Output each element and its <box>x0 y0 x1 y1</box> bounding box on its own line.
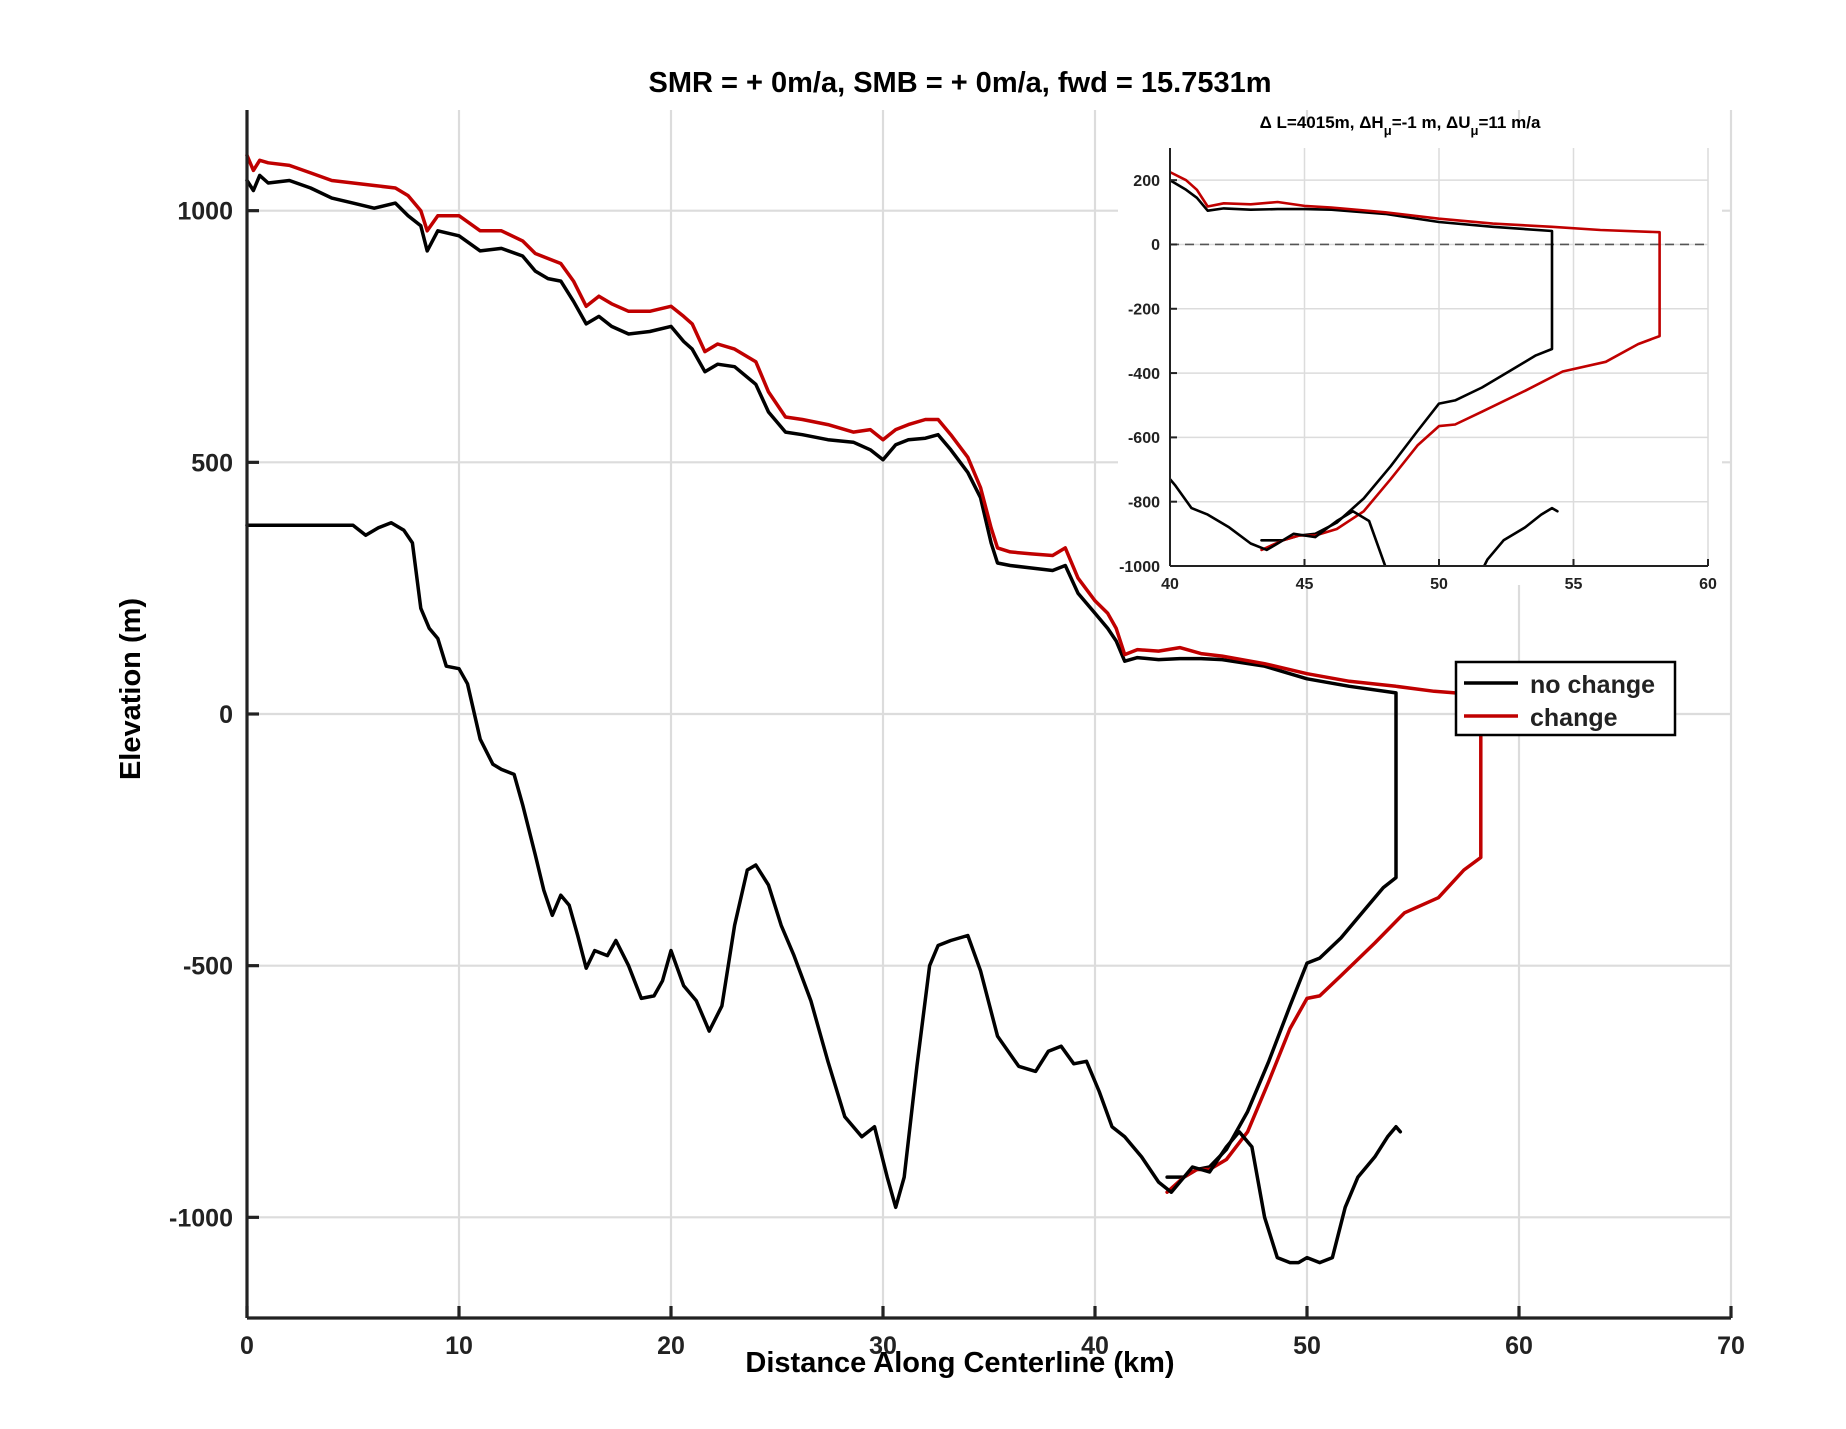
inset-title-subscript-2: μ <box>1471 123 1479 138</box>
inset-y-tick-label: 200 <box>1133 173 1160 190</box>
main-series-line-no-change <box>245 173 1398 1179</box>
inset-y-tick-label: -600 <box>1128 430 1160 447</box>
main-y-ticks: -1000 -500 0 500 1000 <box>169 198 259 1232</box>
inset-y-tick-label: 0 <box>1151 237 1160 254</box>
inset-y-tick-label: -800 <box>1128 494 1160 511</box>
inset-y-tick-label: -1000 <box>1119 559 1160 576</box>
inset-y-tick-label: -400 <box>1128 366 1160 383</box>
inset-title-part-b: =-1 m, ΔU <box>1392 113 1471 132</box>
main-x-ticks: 0 10 20 30 40 50 60 70 <box>240 1306 1745 1360</box>
x-axis-label: Distance Along Centerline (km) <box>745 1347 1174 1379</box>
main-x-tick-label: 60 <box>1505 1332 1533 1360</box>
main-y-tick-label: 0 <box>219 701 233 729</box>
chart-title: SMR = + 0m/a, SMB = + 0m/a, fwd = 15.753… <box>649 67 1272 99</box>
main-x-tick-label: 40 <box>1081 1332 1109 1360</box>
inset-x-tick-label: 50 <box>1430 576 1448 593</box>
main-x-tick-label: 30 <box>869 1332 897 1360</box>
main-series <box>245 153 1483 1265</box>
inset-x-ticks: 40 45 50 55 60 <box>1161 559 1717 593</box>
legend-label-change: change <box>1530 704 1618 732</box>
inset-y-tick-label: -200 <box>1128 302 1160 319</box>
inset-x-tick-label: 40 <box>1161 576 1179 593</box>
inset-axes: 40 45 50 55 60 -1000 -800 -600 -400 -200 0 200 Δ L… <box>1118 113 1722 593</box>
inset-title-part-a: Δ L=4015m, ΔH <box>1260 113 1384 132</box>
legend-box <box>1454 660 1677 737</box>
main-x-tick-label: 10 <box>445 1332 473 1360</box>
inset-title: Δ L=4015m, ΔHμ=-1 m, ΔUμ=11 m/a <box>1260 113 1541 138</box>
legend-label-no-change: no change <box>1530 671 1655 699</box>
legend: no change change <box>1454 660 1677 737</box>
main-series-line-change <box>245 153 1483 1194</box>
main-y-tick-label: 1000 <box>177 198 233 226</box>
inset-x-tick-label: 60 <box>1699 576 1717 593</box>
inset-title-part-c: =11 m/a <box>1478 113 1540 132</box>
inset-x-tick-label: 45 <box>1296 576 1314 593</box>
inset-series <box>1170 170 1708 566</box>
y-axis-label: Elevation (m) <box>115 598 147 780</box>
main-y-tick-label: -1000 <box>169 1204 233 1232</box>
main-y-tick-label: -500 <box>183 953 233 981</box>
main-series-line-bed <box>245 520 1403 1265</box>
main-x-tick-label: 0 <box>240 1332 254 1360</box>
main-y-tick-label: 500 <box>191 449 233 477</box>
inset-title-subscript-1: μ <box>1384 123 1392 138</box>
inset-y-ticks: -1000 -800 -600 -400 -200 0 200 <box>1119 173 1177 576</box>
inset-x-tick-label: 55 <box>1565 576 1583 593</box>
inset-series-line-bed <box>1170 477 1559 566</box>
main-x-tick-label: 50 <box>1293 1332 1321 1360</box>
main-x-tick-label: 20 <box>657 1332 685 1360</box>
main-x-tick-label: 70 <box>1717 1332 1745 1360</box>
inset-series-line-change <box>1170 170 1661 552</box>
inset-series-line-no-change <box>1170 178 1554 542</box>
